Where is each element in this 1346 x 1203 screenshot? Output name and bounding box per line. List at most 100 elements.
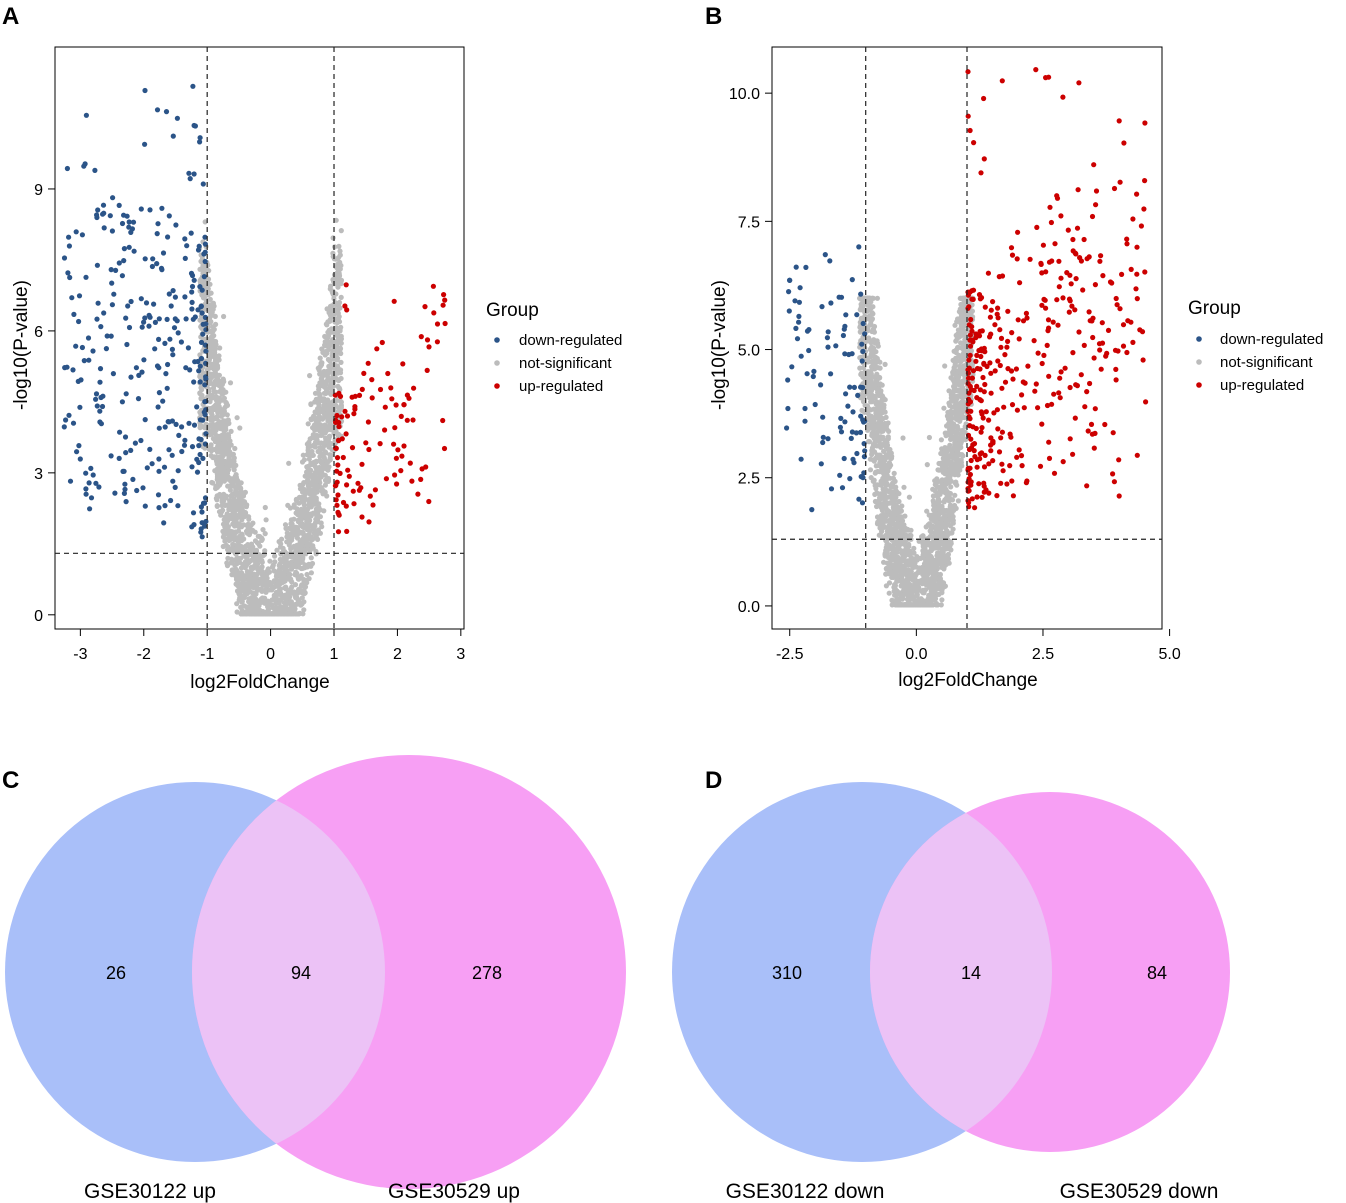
ns-point (257, 543, 263, 549)
ns-point (941, 499, 947, 505)
down-point (101, 310, 107, 316)
ns-point (255, 611, 261, 617)
ns-point (947, 517, 954, 523)
up-point (385, 370, 391, 377)
ns-point (302, 487, 308, 493)
down-point (71, 311, 77, 317)
down-point (166, 291, 172, 297)
threshold-lines-a (55, 47, 464, 629)
ns-point (945, 531, 951, 537)
ns-point (295, 611, 301, 617)
down-point (200, 181, 206, 187)
up-point (426, 344, 432, 350)
ns-point (318, 415, 324, 421)
down-point (81, 358, 87, 364)
down-point (186, 420, 192, 426)
up-point (398, 468, 404, 474)
ns-point (323, 461, 329, 467)
ns-point (228, 493, 234, 499)
up-point (365, 419, 371, 425)
down-point (122, 434, 129, 440)
ns-point (273, 604, 280, 611)
ns-point (906, 494, 913, 500)
down-point (162, 340, 168, 346)
down-point (133, 365, 139, 371)
ns-point (953, 338, 959, 344)
ns-point (961, 355, 968, 361)
up-point (355, 480, 361, 486)
down-point (156, 336, 162, 342)
ns-point (926, 597, 932, 604)
down-point (73, 343, 79, 349)
up-point (401, 443, 407, 449)
ns-point (255, 557, 262, 563)
ns-point (234, 476, 240, 482)
ns-point (873, 463, 879, 469)
down-point (70, 367, 76, 373)
ns-point (335, 383, 341, 389)
ns-point (208, 394, 214, 401)
ns-point (269, 602, 275, 608)
down-point (189, 444, 196, 450)
ns-point (237, 425, 243, 431)
down-point (182, 437, 188, 443)
up-point (418, 334, 424, 340)
ns-point (895, 516, 901, 522)
down-point (156, 468, 162, 474)
down-point (95, 207, 101, 213)
ns-point (203, 280, 210, 286)
ns-point (891, 530, 897, 536)
down-point (78, 377, 84, 383)
up-point (422, 304, 428, 310)
down-point (94, 212, 100, 218)
x-tick-label: 3 (456, 646, 465, 663)
ns-point (237, 503, 243, 509)
ns-point (207, 336, 213, 343)
ns-point (308, 472, 314, 478)
down-point (189, 299, 195, 305)
ns-point (931, 584, 937, 591)
up-point (431, 310, 437, 316)
ns-point (212, 468, 218, 474)
ns-point (286, 460, 292, 466)
ns-point (284, 568, 290, 574)
down-point (109, 302, 115, 308)
ns-point (246, 514, 252, 520)
down-point (116, 455, 122, 461)
down-point (172, 316, 178, 322)
up-point (394, 481, 400, 487)
ns-point (924, 508, 930, 514)
ns-point (259, 537, 265, 544)
up-point (392, 472, 398, 478)
ns-point (295, 561, 301, 567)
ns-point (211, 347, 218, 353)
down-point (155, 221, 161, 227)
down-point (194, 404, 200, 410)
ns-point (309, 435, 315, 441)
ns-point (909, 591, 915, 597)
ns-point (247, 584, 254, 590)
ns-point (890, 489, 896, 495)
ns-point (883, 505, 889, 511)
ns-point (327, 286, 333, 292)
ns-point (942, 430, 948, 436)
ns-point (951, 348, 957, 354)
ns-point (334, 357, 340, 363)
down-point (121, 490, 127, 496)
ns-point (316, 504, 322, 510)
ns-point (331, 295, 337, 302)
ns-point (243, 587, 249, 594)
down-point (88, 465, 94, 471)
ns-point (222, 419, 228, 425)
down-point (154, 107, 161, 113)
ns-point (331, 310, 337, 316)
down-point (103, 346, 109, 352)
ns-point (336, 272, 343, 279)
down-point (136, 372, 142, 378)
ns-point (317, 355, 323, 361)
ns-point (303, 577, 309, 583)
ns-point (288, 599, 294, 605)
ns-point (221, 313, 227, 320)
down-point (167, 336, 173, 342)
ns-point (950, 357, 956, 363)
